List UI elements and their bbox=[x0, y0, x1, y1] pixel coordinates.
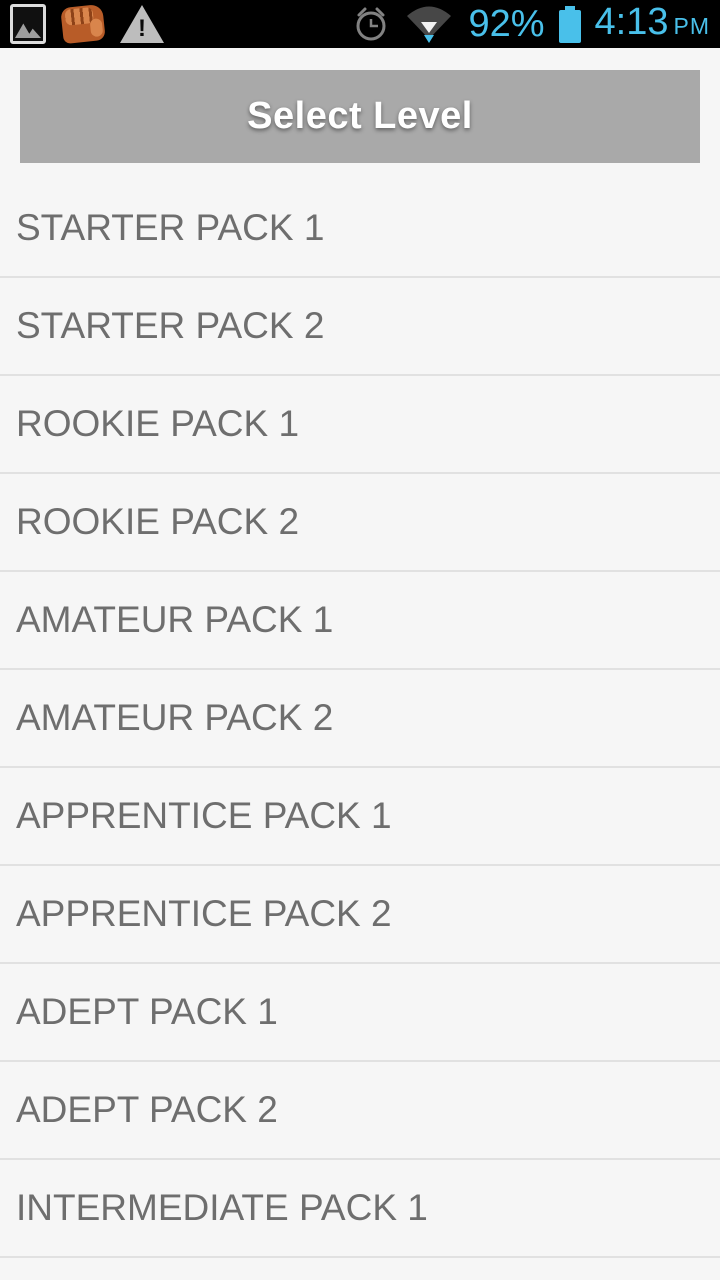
list-item[interactable]: APPRENTICE PACK 2 bbox=[0, 866, 720, 964]
battery-icon bbox=[558, 6, 581, 43]
alarm-icon bbox=[356, 7, 386, 41]
page-title: Select Level bbox=[247, 95, 473, 137]
status-bar: 92% 4:13 PM bbox=[0, 0, 720, 48]
wifi-icon bbox=[407, 6, 452, 43]
list-item[interactable]: ROOKIE PACK 2 bbox=[0, 474, 720, 572]
title-bar: Select Level bbox=[20, 70, 700, 163]
battery-percent: 92% bbox=[468, 3, 545, 45]
list-item[interactable]: APPRENTICE PACK 1 bbox=[0, 768, 720, 866]
level-list: STARTER PACK 1 STARTER PACK 2 ROOKIE PAC… bbox=[0, 180, 720, 1280]
list-item[interactable]: ADEPT PACK 2 bbox=[0, 1062, 720, 1160]
clock-time: 4:13 bbox=[594, 1, 669, 43]
warning-icon bbox=[120, 5, 164, 43]
clock-period: PM bbox=[673, 13, 710, 39]
list-item[interactable]: AMATEUR PACK 1 bbox=[0, 572, 720, 670]
status-bar-right: 92% 4:13 PM bbox=[352, 0, 710, 50]
fist-icon bbox=[60, 3, 106, 45]
list-item[interactable]: STARTER PACK 2 bbox=[0, 278, 720, 376]
list-item[interactable]: ADEPT PACK 1 bbox=[0, 964, 720, 1062]
list-item[interactable]: ROOKIE PACK 1 bbox=[0, 376, 720, 474]
list-item[interactable]: INTERMEDIATE PACK 1 bbox=[0, 1160, 720, 1258]
list-item[interactable]: STARTER PACK 1 bbox=[0, 180, 720, 278]
gallery-icon bbox=[10, 4, 46, 44]
clock: 4:13 PM bbox=[595, 0, 710, 50]
list-item[interactable]: AMATEUR PACK 2 bbox=[0, 670, 720, 768]
list-item-partial[interactable] bbox=[0, 1258, 720, 1280]
